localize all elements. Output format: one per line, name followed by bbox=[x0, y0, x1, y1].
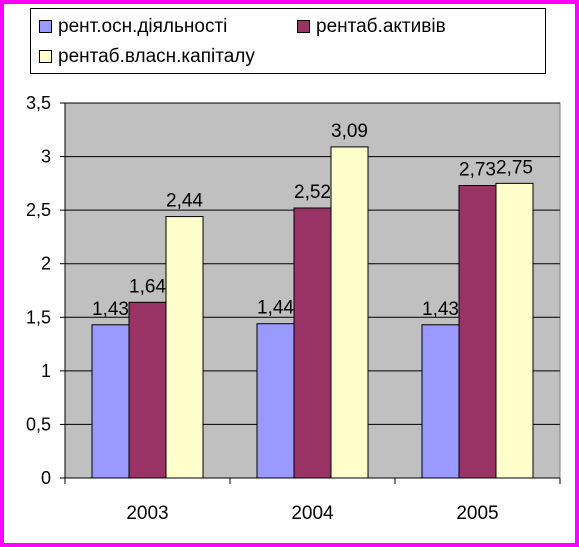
data-label-series-2-2003: 1,64 bbox=[129, 276, 166, 297]
data-label-series-3-2003: 2,44 bbox=[166, 191, 203, 212]
bar-series-2-2005 bbox=[458, 185, 497, 479]
bar-series-3-2003 bbox=[165, 216, 204, 479]
data-label-series-1-2003: 1,43 bbox=[92, 299, 129, 320]
legend-label-series-2: рентаб.активів bbox=[316, 16, 446, 37]
data-label-series-1-2004: 1,44 bbox=[257, 298, 294, 319]
x-tick-label: 2005 bbox=[456, 503, 498, 524]
data-label-series-1-2005: 1,43 bbox=[422, 299, 459, 320]
y-tick-label: 2,5 bbox=[26, 200, 51, 220]
x-tick-label: 2004 bbox=[291, 503, 334, 524]
data-label-series-3-2004: 3,09 bbox=[331, 121, 368, 142]
bar-series-1-2003 bbox=[91, 324, 130, 479]
legend-swatch-series-3 bbox=[39, 50, 52, 63]
y-tick-label: 0 bbox=[41, 468, 51, 488]
data-label-series-2-2005: 2,73 bbox=[459, 160, 496, 181]
y-tick-label: 3 bbox=[41, 147, 51, 167]
legend-label-series-1: рент.осн.діяльності bbox=[58, 16, 228, 37]
y-tick-label: 1,5 bbox=[26, 307, 51, 327]
y-tick-label: 2 bbox=[41, 254, 51, 274]
legend-label-series-3: рентаб.власн.капіталу bbox=[58, 46, 255, 67]
bar-series-2-2004 bbox=[293, 207, 332, 479]
y-tick-label: 3,5 bbox=[26, 93, 51, 113]
data-label-series-3-2005: 2,75 bbox=[496, 157, 533, 178]
y-tick-label: 1 bbox=[41, 361, 51, 381]
bar-series-1-2004 bbox=[256, 323, 295, 479]
x-tick-label: 2003 bbox=[126, 503, 168, 524]
legend-swatch-series-2 bbox=[297, 20, 310, 33]
bar-series-3-2004 bbox=[330, 146, 369, 479]
data-label-series-2-2004: 2,52 bbox=[294, 182, 331, 203]
legend-swatch-series-1 bbox=[39, 20, 52, 33]
bar-series-2-2003 bbox=[128, 301, 167, 479]
bar-series-3-2005 bbox=[495, 182, 534, 479]
y-tick-label: 0,5 bbox=[26, 414, 51, 434]
bar-series-1-2005 bbox=[421, 324, 460, 479]
chart-legend: рент.осн.діяльності рентаб.активів рента… bbox=[30, 8, 546, 74]
